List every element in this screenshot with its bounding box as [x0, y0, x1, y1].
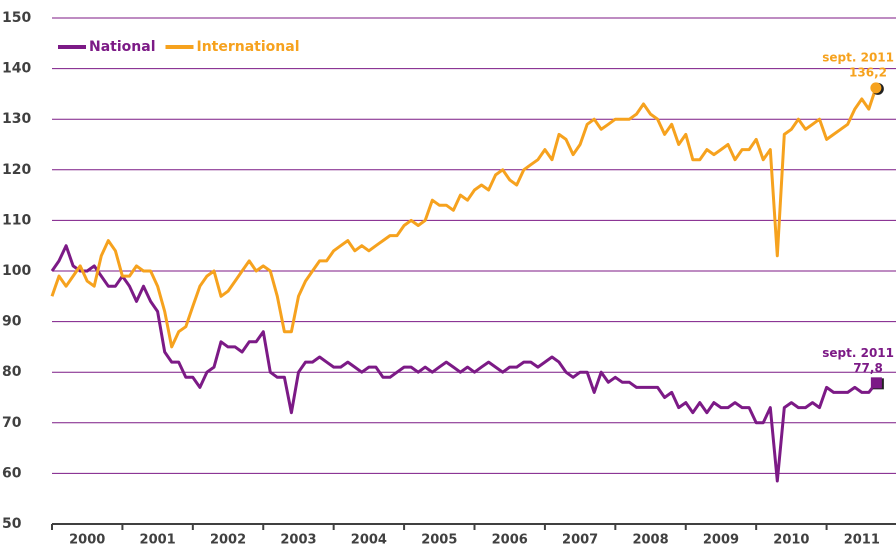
y-tick-label: 110	[2, 212, 31, 228]
y-tick-label: 70	[2, 415, 22, 431]
x-tick-label: 2009	[703, 533, 739, 548]
y-tick-label: 130	[2, 111, 31, 127]
y-tick-label: 140	[2, 61, 31, 77]
y-tick-label: 90	[2, 314, 22, 330]
annotation-value: 136,2	[849, 65, 887, 79]
line-international	[50, 87, 878, 349]
legend-label: National	[89, 39, 156, 55]
y-tick-label: 60	[2, 465, 22, 481]
x-tick-label: 2001	[140, 533, 176, 548]
x-tick-label: 2004	[351, 533, 387, 548]
x-tick-label: 2002	[210, 533, 246, 548]
annotation-value: 77,8	[853, 361, 883, 375]
x-tick-label: 2007	[562, 533, 598, 548]
y-tick-label: 120	[2, 162, 31, 178]
x-tick-label: 2000	[69, 533, 105, 548]
x-tick-label: 2003	[280, 533, 316, 548]
legend-label: International	[197, 39, 300, 55]
y-tick-label: 50	[2, 516, 22, 532]
x-tick-label: 2005	[421, 533, 457, 548]
end-marker	[870, 82, 882, 94]
y-tick-label: 80	[2, 364, 22, 380]
end-marker	[870, 377, 882, 389]
annotation-date: sept. 2011	[822, 346, 894, 360]
annotation-date: sept. 2011	[822, 50, 894, 64]
y-tick-label: 100	[2, 263, 31, 279]
line-national	[50, 244, 878, 483]
x-tick-label: 2008	[632, 533, 668, 548]
x-tick-label: 2006	[492, 533, 528, 548]
y-tick-label: 150	[2, 10, 31, 26]
x-tick-label: 2010	[773, 533, 809, 548]
x-tick-label: 2011	[844, 533, 880, 548]
